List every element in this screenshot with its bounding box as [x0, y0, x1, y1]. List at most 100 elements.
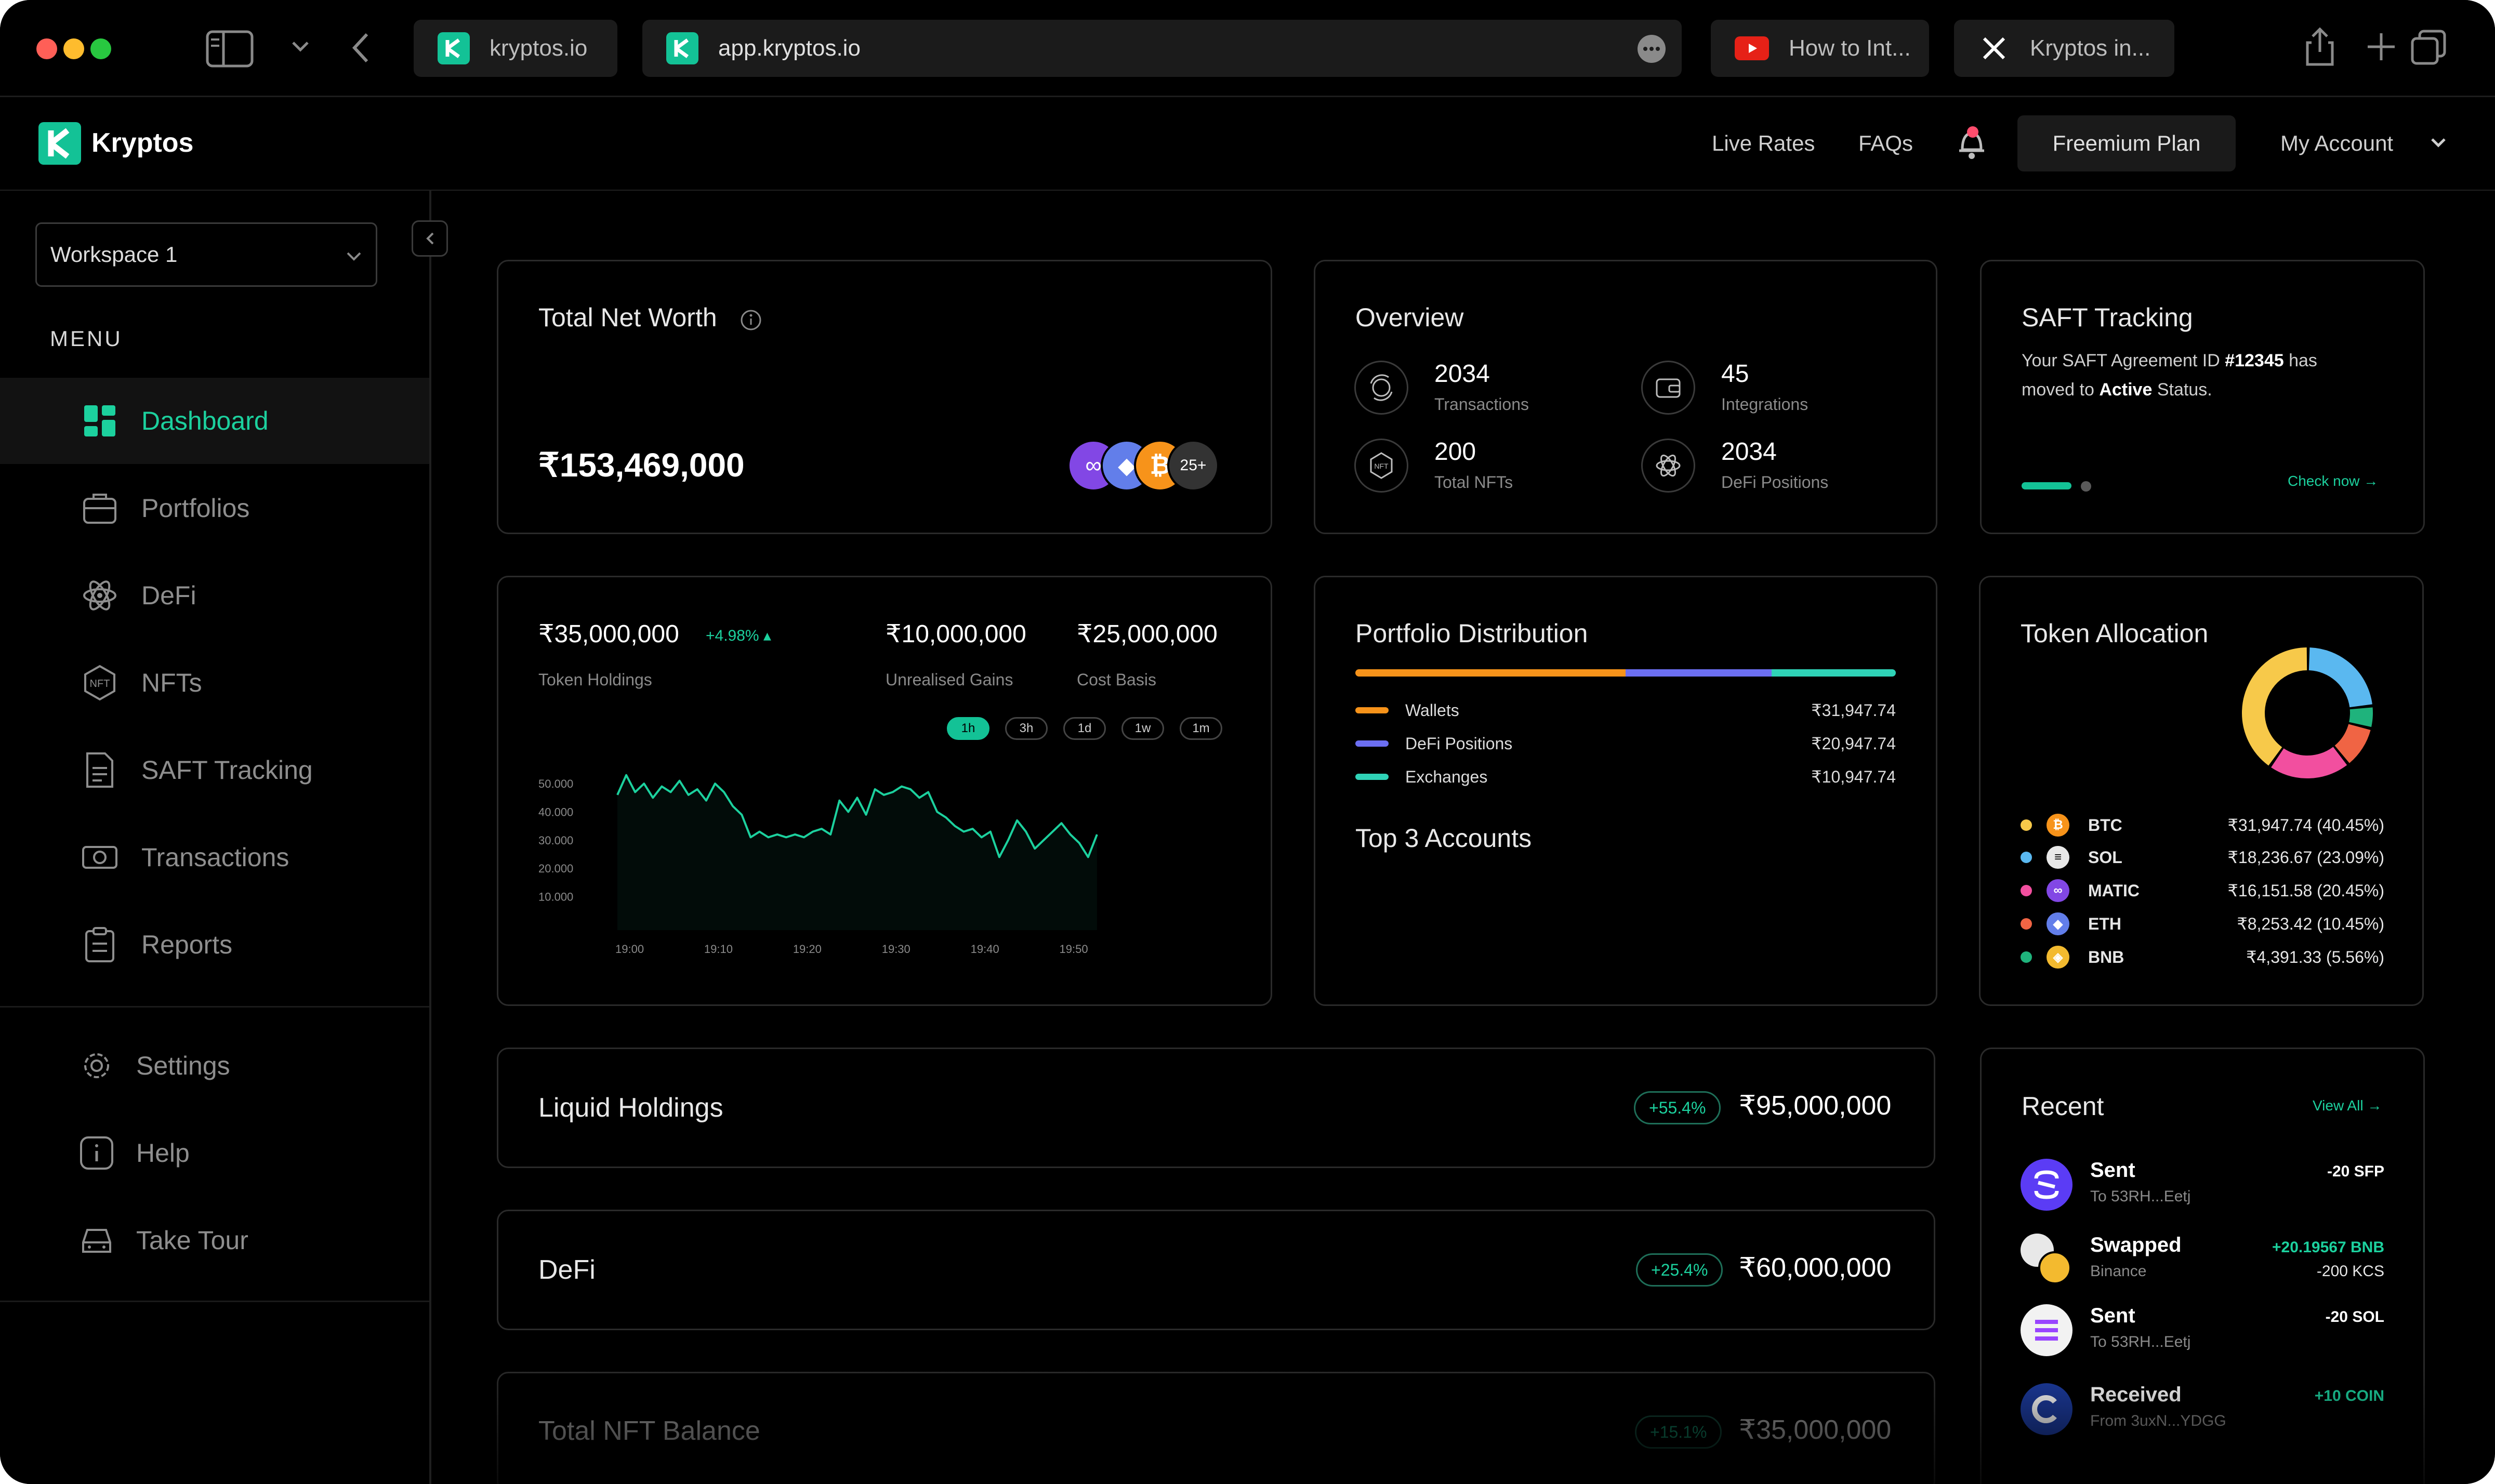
browser-tab-x[interactable]: Kryptos in... [1954, 20, 2174, 77]
sidebar-item-transactions[interactable]: Transactions [0, 814, 429, 900]
range-1w-button[interactable]: 1w [1121, 717, 1164, 740]
carousel-indicator-active[interactable] [2022, 482, 2071, 489]
sidebar-item-portfolios[interactable]: Portfolios [0, 465, 429, 551]
nft-balance-value: ₹35,000,000 [1739, 1415, 1892, 1445]
token-row-matic[interactable]: ∞ MATIC ₹16,151.58 (20.45%) [2021, 876, 2384, 905]
range-1m-button[interactable]: 1m [1180, 717, 1222, 740]
y-tick-label: 30.000 [538, 834, 573, 847]
top-accounts-title: Top 3 Accounts [1355, 824, 1532, 853]
legend-dot [2021, 951, 2032, 963]
new-tab-icon[interactable] [2366, 31, 2397, 62]
header-divider [0, 190, 2495, 191]
token-row-eth[interactable]: ◆ ETH ₹8,253.42 (10.45%) [2021, 909, 2384, 938]
bnb-coin-icon: ◈ [2047, 946, 2069, 969]
kryptos-logo-icon[interactable] [38, 122, 81, 165]
saft-id: #12345 [2225, 351, 2284, 370]
token-row-sol[interactable]: ≡ SOL ₹18,236.67 (23.09%) [2021, 843, 2384, 872]
minimize-window-button[interactable] [63, 38, 84, 59]
chevron-down-icon [347, 252, 361, 261]
overview-card [1314, 260, 1937, 534]
saft-status: Active [2099, 380, 2153, 400]
recent-item-amount: -20 SFP [2327, 1163, 2384, 1180]
range-3h-button[interactable]: 3h [1005, 717, 1048, 740]
sidebar-item-reports[interactable]: Reports [0, 902, 429, 988]
browser-address-bar[interactable]: app.kryptos.io [642, 20, 1682, 77]
donut-slice-matic[interactable] [2242, 647, 2373, 778]
allocation-donut-chart [2242, 647, 2373, 778]
check-now-link[interactable]: Check now → [2288, 473, 2379, 489]
sidebar-item-defi[interactable]: DeFi [0, 552, 429, 639]
token-row-bnb[interactable]: ◈ BNB ₹4,391.33 (5.56%) [2021, 943, 2384, 972]
carousel-indicator[interactable] [2081, 481, 2091, 492]
sidebar-item-help[interactable]: Help [0, 1110, 429, 1196]
token-amount: ₹31,947.74 [2227, 816, 2313, 834]
tab-overview-icon[interactable] [2410, 29, 2447, 65]
defi-card[interactable] [497, 1210, 1935, 1330]
browser-tab-youtube[interactable]: How to Int... [1711, 20, 1929, 77]
recent-item-title: Received [2090, 1383, 2182, 1406]
y-tick-label: 10.000 [538, 891, 573, 904]
close-window-button[interactable] [36, 38, 57, 59]
recent-item-title: Sent [2090, 1304, 2135, 1327]
token-symbol: BNB [2088, 947, 2124, 966]
liquid-holdings-card[interactable] [497, 1048, 1935, 1168]
token-amount: ₹18,236.67 [2227, 848, 2313, 867]
sidebar-item-label: Settings [136, 1051, 230, 1080]
share-icon[interactable] [2304, 27, 2335, 67]
defi-title: DeFi [538, 1255, 596, 1285]
more-coins-badge[interactable]: 25+ [1167, 440, 1219, 492]
legend-dot [2021, 918, 2032, 930]
notification-bell-icon[interactable] [1957, 125, 1986, 161]
legend-swatch [1355, 740, 1389, 747]
token-row-btc[interactable]: ₿ BTC ₹31,947.74 (40.45%) [2021, 811, 2384, 840]
back-arrow-icon[interactable] [351, 32, 370, 63]
document-icon [86, 752, 113, 788]
faqs-link[interactable]: FAQs [1858, 131, 1913, 155]
sidebar-item-saft-tracking[interactable]: SAFT Tracking [0, 727, 429, 813]
token-holdings-label: Token Holdings [538, 670, 652, 689]
maximize-window-button[interactable] [90, 38, 111, 59]
view-all-link[interactable]: View All → [2313, 1097, 2382, 1114]
my-account-menu[interactable]: My Account [2280, 131, 2394, 155]
range-1d-button[interactable]: 1d [1063, 717, 1106, 740]
live-rates-link[interactable]: Live Rates [1712, 131, 1815, 155]
donut-slice-btc[interactable] [2242, 647, 2373, 778]
sidebar-item-settings[interactable]: Settings [0, 1023, 429, 1109]
x-tick-label: 19:20 [793, 943, 822, 956]
sidebar-item-take-tour[interactable]: Take Tour [0, 1197, 429, 1283]
more-options-icon[interactable] [1637, 34, 1666, 63]
unrealised-gains-label: Unrealised Gains [886, 670, 1013, 689]
recent-item-title: Sent [2090, 1159, 2135, 1182]
collapse-sidebar-button[interactable] [412, 220, 448, 257]
sidebar-item-label: Transactions [141, 843, 289, 872]
freemium-plan-button[interactable]: Freemium Plan [2017, 115, 2236, 171]
defi-change: +25.4% [1636, 1253, 1723, 1287]
chevron-down-icon[interactable] [291, 41, 310, 53]
browser-tab-kryptos-io[interactable]: kryptos.io [414, 20, 617, 77]
sidebar-toggle-icon[interactable] [206, 30, 254, 68]
range-1h-button[interactable]: 1h [947, 717, 989, 740]
donut-slice-bnb[interactable] [2242, 647, 2373, 778]
recent-title: Recent [2022, 1092, 2104, 1121]
info-icon[interactable] [740, 309, 762, 331]
token-change: +4.98% ▴ [706, 627, 771, 644]
token-value: ₹8,253.42 (10.45%) [2237, 914, 2384, 934]
brand-name[interactable]: Kryptos [91, 128, 194, 158]
token-percent: (5.56%) [2326, 948, 2384, 966]
x-tick-label: 19:30 [882, 943, 910, 956]
sent-coin-icon [2021, 1159, 2072, 1211]
sidebar-item-nfts[interactable]: NFT NFTs [0, 640, 429, 726]
chevron-down-icon[interactable] [2430, 137, 2447, 149]
recent-item-amount: -20 SOL [2325, 1308, 2384, 1326]
integrations-label: Integrations [1721, 395, 1808, 414]
tab-label: kryptos.io [490, 35, 588, 61]
sidebar-item-dashboard[interactable]: Dashboard [0, 378, 429, 464]
workspace-select[interactable]: Workspace 1 [35, 222, 377, 287]
sidebar-item-label: Dashboard [141, 406, 269, 435]
x-tick-label: 19:40 [971, 943, 999, 956]
kryptos-favicon-icon [666, 32, 698, 64]
youtube-icon [1735, 36, 1769, 60]
sidebar-item-label: Portfolios [141, 494, 250, 523]
legend-value: ₹31,947.74 [1811, 701, 1896, 720]
